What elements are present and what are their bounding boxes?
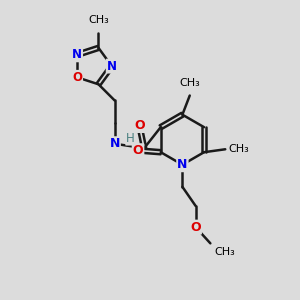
Text: O: O — [72, 71, 82, 84]
Text: O: O — [134, 119, 145, 132]
Text: CH₃: CH₃ — [88, 15, 109, 25]
Text: N: N — [72, 48, 82, 61]
Text: CH₃: CH₃ — [229, 144, 250, 154]
Text: H: H — [126, 132, 135, 145]
Text: N: N — [110, 137, 120, 150]
Text: O: O — [190, 220, 201, 234]
Text: O: O — [133, 144, 143, 157]
Text: CH₃: CH₃ — [214, 247, 235, 257]
Text: N: N — [107, 60, 117, 73]
Text: N: N — [177, 158, 188, 171]
Text: CH₃: CH₃ — [179, 78, 200, 88]
